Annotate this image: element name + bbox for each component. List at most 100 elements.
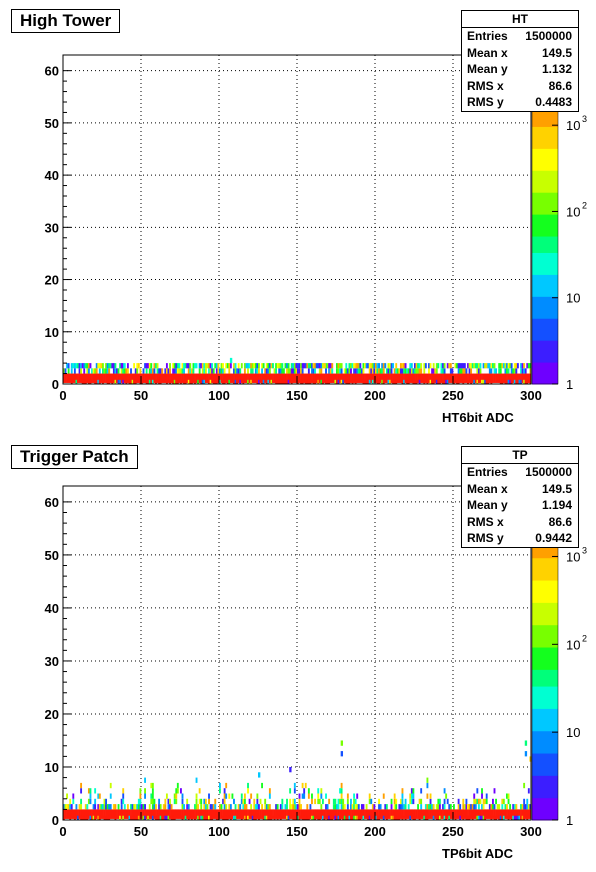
data-bin: [251, 809, 254, 819]
data-bin: [495, 815, 497, 820]
data-bin: [270, 809, 273, 819]
data-bin: [493, 804, 496, 810]
data-bin: [228, 793, 231, 799]
data-bin: [293, 809, 296, 819]
data-bin: [443, 379, 446, 384]
data-bin: [94, 804, 97, 810]
data-bin: [69, 373, 72, 383]
data-bin: [94, 798, 97, 805]
data-bin: [371, 373, 374, 383]
data-bin: [418, 368, 421, 374]
data-bin: [251, 368, 254, 374]
data-bin: [479, 368, 482, 374]
data-bin: [414, 809, 416, 819]
data-bin: [314, 363, 317, 369]
data-bin: [173, 373, 176, 383]
data-bin: [292, 804, 295, 810]
data-bin: [501, 798, 504, 805]
data-bin: [130, 379, 132, 384]
data-bin: [80, 815, 83, 820]
data-bin: [482, 363, 485, 369]
data-bin: [312, 368, 315, 374]
data-bin: [111, 373, 114, 383]
data-bin: [137, 815, 140, 820]
data-bin: [155, 373, 157, 383]
data-bin: [520, 363, 522, 369]
data-bin: [424, 809, 427, 819]
data-bin: [317, 373, 320, 383]
data-bin: [172, 815, 175, 820]
data-bin: [367, 815, 370, 820]
data-bin: [421, 809, 424, 819]
data-bin: [77, 373, 79, 383]
data-bin: [183, 809, 185, 819]
data-bin: [240, 793, 243, 799]
data-bin: [474, 798, 477, 805]
data-bin: [476, 809, 479, 819]
color-scale-step: [532, 175, 558, 182]
data-bin: [270, 363, 273, 369]
data-bin: [515, 373, 518, 383]
data-bin: [417, 804, 419, 810]
data-bin: [83, 363, 86, 369]
data-bin: [109, 373, 112, 383]
data-bin: [362, 809, 365, 819]
data-bin: [198, 373, 201, 383]
data-bin: [286, 379, 288, 384]
data-bin: [279, 804, 282, 810]
data-bin: [267, 363, 270, 369]
data-bin: [499, 368, 502, 374]
data-bin: [72, 363, 75, 369]
data-bin: [172, 368, 175, 374]
data-bin: [267, 804, 270, 810]
data-bin: [521, 373, 524, 383]
data-bin: [342, 379, 345, 384]
data-bin: [217, 368, 220, 374]
data-bin: [70, 809, 73, 819]
data-bin: [446, 798, 449, 805]
data-bin: [368, 368, 371, 374]
color-scale-step: [532, 736, 558, 743]
color-scale-step: [532, 663, 558, 670]
data-bin: [150, 809, 153, 819]
data-bin: [309, 804, 312, 810]
data-bin: [521, 368, 524, 374]
y-tick-label: 20: [45, 273, 59, 288]
data-bin: [351, 804, 354, 810]
data-bin: [167, 804, 170, 810]
data-bin: [289, 373, 292, 383]
data-bin: [145, 809, 148, 819]
data-bin: [87, 809, 90, 819]
data-bin: [114, 363, 117, 369]
data-bin: [181, 793, 184, 799]
data-bin: [67, 809, 70, 819]
data-bin: [151, 798, 154, 805]
data-bin: [86, 804, 89, 810]
data-bin: [404, 815, 407, 820]
data-bin: [376, 363, 379, 369]
data-bin: [301, 368, 304, 374]
data-bin: [301, 379, 304, 384]
data-bin: [476, 798, 479, 805]
data-bin: [223, 368, 226, 374]
data-bin: [317, 798, 320, 805]
data-bin: [298, 363, 301, 369]
data-bin: [526, 363, 529, 369]
data-bin: [457, 798, 460, 805]
data-bin: [108, 815, 111, 820]
data-bin: [404, 804, 407, 810]
data-bin: [432, 804, 435, 810]
data-bin: [223, 373, 226, 383]
stats-name: HT: [462, 11, 578, 28]
data-bin: [211, 363, 214, 369]
data-bin: [220, 373, 223, 383]
y-tick-label: 10: [45, 325, 59, 340]
data-bin: [186, 373, 189, 383]
data-bin: [145, 368, 148, 374]
data-bin: [222, 815, 224, 820]
data-bin: [317, 793, 320, 799]
data-bin: [477, 815, 480, 820]
data-bin: [321, 363, 324, 369]
data-bin: [409, 363, 412, 369]
data-bin: [515, 815, 518, 820]
